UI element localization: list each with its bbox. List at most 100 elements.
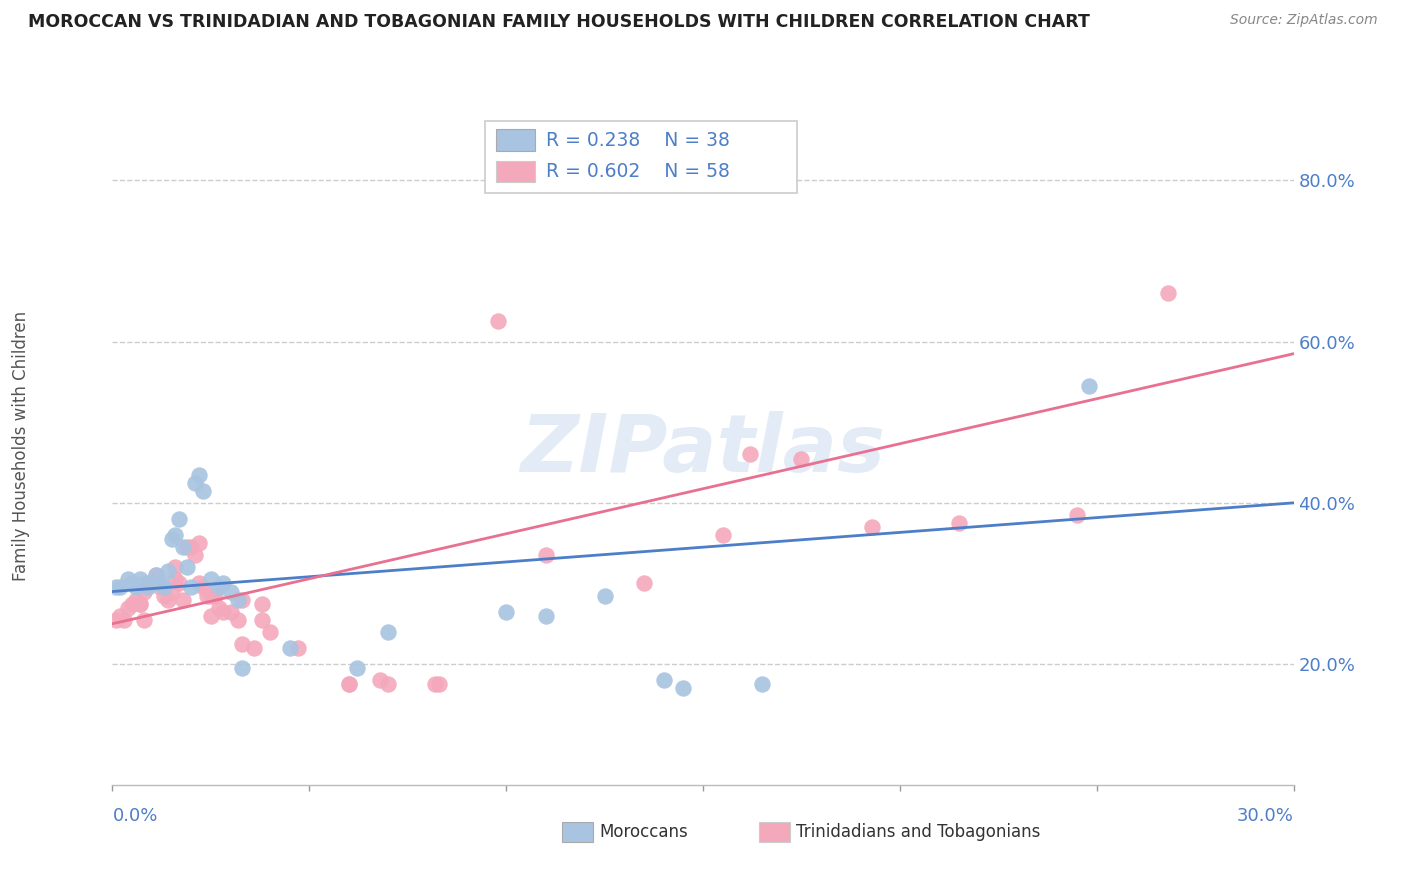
Point [105, 581, 128, 595]
Point [534, 608, 557, 623]
Point [231, 592, 253, 607]
Point [652, 673, 675, 688]
Point [200, 573, 222, 587]
Point [132, 584, 155, 599]
Point [711, 528, 734, 542]
Point [125, 581, 148, 595]
Point [346, 661, 368, 675]
Point [149, 581, 172, 595]
Point [117, 573, 139, 587]
Point [156, 592, 179, 607]
Point [132, 576, 155, 591]
Point [495, 605, 517, 619]
Point [790, 451, 813, 466]
Point [149, 576, 172, 591]
Point [208, 581, 231, 595]
Point [110, 608, 132, 623]
Text: 0.0%: 0.0% [112, 807, 157, 825]
Point [250, 597, 273, 611]
Text: 30.0%: 30.0% [1237, 807, 1294, 825]
Text: Family Households with Children: Family Households with Children [13, 311, 30, 581]
Point [165, 560, 187, 574]
Point [231, 637, 253, 651]
Point [486, 314, 509, 328]
Point [125, 592, 148, 607]
Point [188, 576, 211, 591]
Point [368, 673, 391, 688]
Point [228, 592, 250, 607]
Point [160, 532, 183, 546]
Point [672, 681, 695, 696]
Point [129, 597, 152, 611]
Point [180, 581, 202, 595]
Point [211, 605, 233, 619]
FancyBboxPatch shape [485, 120, 797, 193]
Point [948, 516, 970, 530]
Text: R = 0.238    N = 38: R = 0.238 N = 38 [546, 130, 730, 150]
Text: MOROCCAN VS TRINIDADIAN AND TOBAGONIAN FAMILY HOUSEHOLDS WITH CHILDREN CORRELATI: MOROCCAN VS TRINIDADIAN AND TOBAGONIAN F… [28, 13, 1090, 31]
Point [208, 600, 231, 615]
Point [152, 589, 174, 603]
Point [136, 576, 159, 591]
Point [121, 597, 143, 611]
Point [110, 581, 132, 595]
Point [1156, 286, 1178, 301]
Point [180, 540, 202, 554]
Point [211, 576, 233, 591]
Point [427, 677, 450, 691]
Point [278, 640, 301, 655]
Point [188, 536, 211, 550]
FancyBboxPatch shape [496, 129, 536, 151]
Point [165, 528, 187, 542]
Point [129, 597, 152, 611]
Point [165, 573, 187, 587]
Point [156, 565, 179, 579]
Point [740, 448, 762, 462]
Point [287, 640, 309, 655]
Point [751, 677, 773, 691]
Point [117, 600, 139, 615]
Point [191, 483, 214, 498]
FancyBboxPatch shape [496, 161, 536, 182]
Point [377, 624, 399, 639]
Text: R = 0.602    N = 58: R = 0.602 N = 58 [546, 162, 730, 181]
Point [112, 613, 135, 627]
Point [145, 568, 167, 582]
Point [250, 613, 273, 627]
Text: Moroccans: Moroccans [599, 823, 688, 841]
Point [534, 548, 557, 562]
Point [337, 677, 360, 691]
Point [105, 613, 128, 627]
Point [160, 584, 183, 599]
Text: ZIPatlas: ZIPatlas [520, 411, 886, 490]
Point [337, 677, 360, 691]
Point [132, 613, 155, 627]
Text: Trinidadians and Tobagonians: Trinidadians and Tobagonians [796, 823, 1040, 841]
Point [176, 560, 198, 574]
Point [129, 573, 152, 587]
Point [169, 512, 191, 526]
Point [593, 589, 616, 603]
Point [191, 581, 214, 595]
Point [145, 568, 167, 582]
Point [228, 613, 250, 627]
Point [169, 576, 191, 591]
Point [243, 640, 266, 655]
Point [121, 576, 143, 591]
Point [184, 475, 207, 490]
Point [195, 589, 218, 603]
Point [860, 520, 883, 534]
Point [152, 581, 174, 595]
Point [231, 661, 253, 675]
Point [200, 608, 222, 623]
Point [425, 677, 447, 691]
Point [633, 576, 655, 591]
Point [184, 548, 207, 562]
Point [1077, 379, 1099, 393]
Point [200, 589, 222, 603]
Point [172, 592, 194, 607]
Point [141, 576, 163, 591]
Point [219, 584, 242, 599]
Point [188, 467, 211, 482]
Point [141, 576, 163, 591]
